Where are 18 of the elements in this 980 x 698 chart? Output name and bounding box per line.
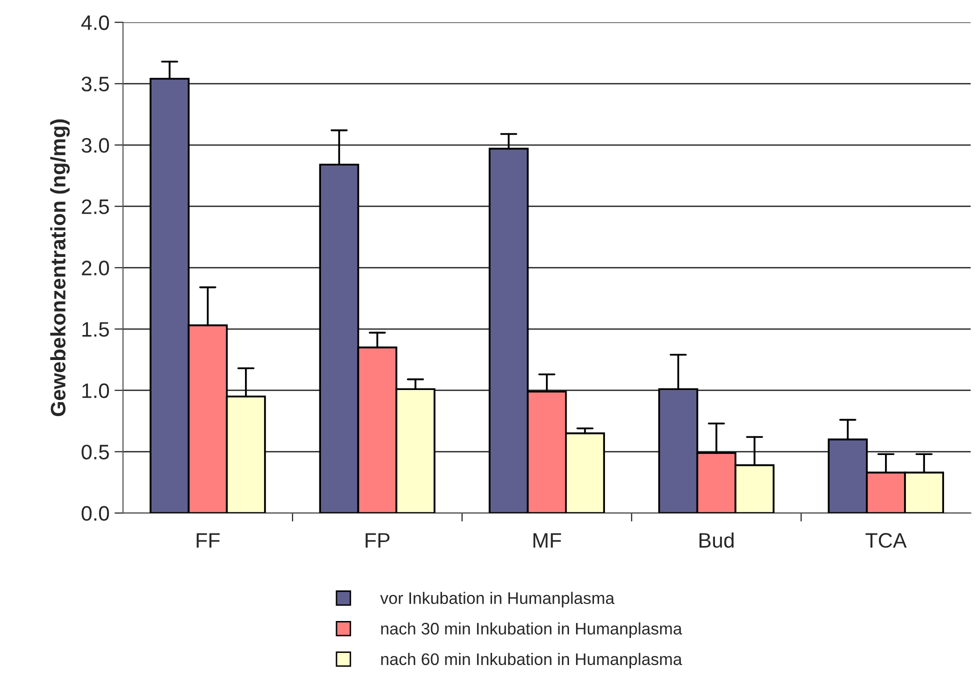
x-tick-label: MF (534, 533, 562, 548)
y-axis-title: Gewebekonzentration (ng/mg) (50, 119, 70, 416)
x-tick-label: TCA (866, 533, 907, 548)
y-tick-label: 3.5 (82, 76, 109, 92)
y-tick-label: 1.0 (82, 383, 109, 398)
y-tick-label: 2.0 (82, 260, 109, 276)
y-tick-label: 0.0 (82, 506, 109, 521)
x-tick-label: FF (196, 533, 220, 548)
y-tick-label: 3.0 (82, 138, 109, 153)
x-tick-label: FP (366, 533, 390, 548)
legend-label: vor Inkubation in Humanplasma (380, 592, 614, 608)
y-tick-label: 1.5 (82, 322, 109, 337)
x-tick-label: Bud (700, 532, 734, 548)
legend-label: nach 30 min Inkubation in Humanplasma (381, 622, 682, 638)
legend-label: nach 60 min Inkubation in Humanplasma (381, 652, 682, 668)
y-tick-label: 4.0 (81, 15, 109, 30)
y-tick-label: 2.5 (82, 199, 109, 214)
y-tick-label: 0.5 (82, 444, 109, 460)
